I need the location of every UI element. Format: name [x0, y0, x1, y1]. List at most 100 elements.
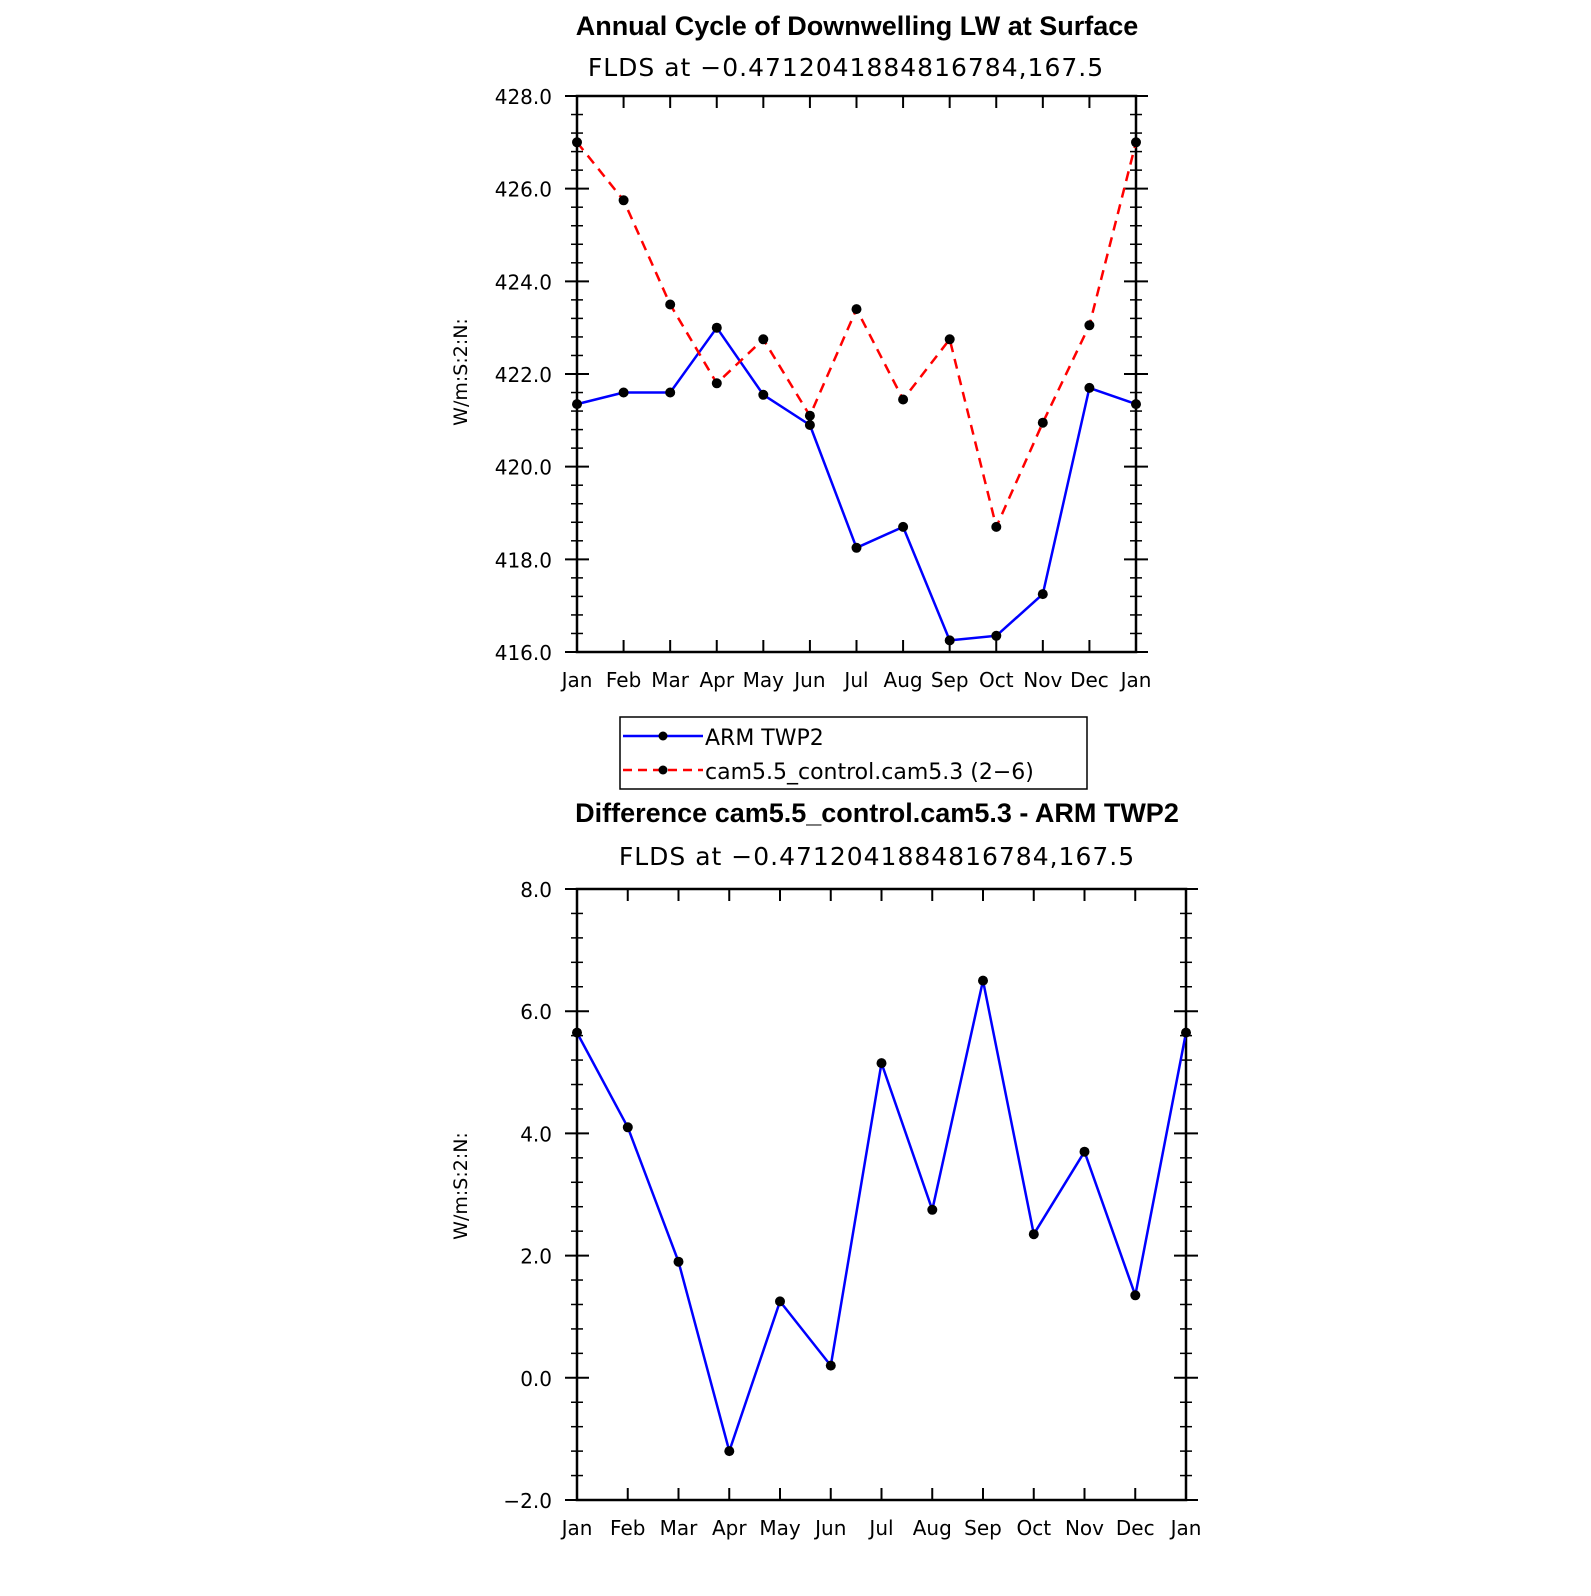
top-series-0-point — [1084, 382, 1095, 393]
bottom-x-tick-label: Jan — [1169, 1516, 1202, 1540]
bottom-series-0-point — [978, 975, 988, 986]
top-series-0-point — [991, 630, 1002, 641]
top-series-1-point — [1037, 417, 1048, 428]
legend-cam-label: cam5.5_control.cam5.3 (2−6) — [705, 760, 1034, 785]
bottom-x-tick-label: Jun — [813, 1516, 846, 1540]
bottom-series-0-point — [673, 1256, 684, 1267]
legend-arm-label: ARM TWP2 — [705, 726, 824, 751]
top-series-0-point — [804, 420, 815, 430]
top-series-0-line — [576, 326, 1137, 642]
top-series-1-point — [572, 137, 582, 148]
top-x-tick-label: Aug — [884, 668, 923, 692]
bottom-series-0-point — [927, 1204, 938, 1215]
top-series-1-point — [804, 410, 815, 421]
top-x-tick-label: Apr — [699, 668, 734, 692]
top-y-tick-label: 422.0 — [495, 363, 552, 387]
top-series-0-point — [711, 322, 722, 333]
top-chart-title: Annual Cycle of Downwelling LW at Surfac… — [576, 11, 1139, 41]
top-plot-frame — [575, 94, 1138, 654]
top-series-1-line — [576, 141, 1138, 529]
top-x-tick-label: May — [743, 668, 785, 692]
top-series-1-point — [665, 299, 676, 310]
legend-arm-marker-icon — [658, 731, 668, 741]
top-y-tick-label: 416.0 — [495, 641, 552, 665]
top-series-1-point — [991, 521, 1002, 532]
bottom-series-0-point — [1028, 1229, 1039, 1240]
bottom-y-tick-label: 0.0 — [520, 1367, 552, 1391]
top-y-tick-label: 418.0 — [495, 548, 552, 572]
top-x-tick-label: Mar — [651, 668, 690, 692]
top-y-axis-label: W/m:S:2:N: — [450, 318, 472, 426]
bottom-x-tick-label: Oct — [1016, 1516, 1051, 1540]
top-x-tick-label: Sep — [931, 668, 969, 692]
top-series-0-point — [898, 521, 909, 532]
top-series-0-point — [1037, 589, 1048, 600]
top-x-tick-label: Oct — [979, 668, 1014, 692]
bottom-y-tick-label: −2.0 — [503, 1489, 552, 1513]
bottom-series-0-point — [572, 1027, 582, 1038]
top-series-1-point — [758, 334, 769, 345]
bottom-series-0-point — [1130, 1290, 1141, 1301]
bottom-axes: Jan Feb Mar Apr May Jun Jul Aug Sep Oct Nov Dec Jan−… — [503, 878, 1201, 1540]
bottom-chart-subtitle: FLDS at −0.4712041884816784,167.5 — [619, 842, 1135, 871]
bottom-series-0-point — [775, 1296, 785, 1307]
bottom-y-tick-label: 2.0 — [520, 1245, 552, 1269]
top-x-tick-label: Jul — [842, 668, 868, 692]
top-y-tick-label: 428.0 — [495, 85, 552, 109]
bottom-series-0-point — [825, 1360, 836, 1371]
legend-item-cam: cam5.5_control.cam5.3 (2−6) — [623, 760, 1034, 785]
top-series-0-point — [944, 635, 955, 646]
top-series-1-point — [944, 334, 955, 345]
bottom-x-tick-label: Aug — [913, 1516, 952, 1540]
top-series-1-point — [1131, 137, 1141, 148]
top-series-0-point — [618, 387, 629, 398]
bottom-plot-frame — [575, 887, 1188, 1502]
bottom-x-tick-label: Mar — [660, 1516, 699, 1540]
top-series-0-point — [1131, 399, 1141, 410]
bottom-series-0-point — [622, 1122, 633, 1133]
bottom-y-axis-label: W/m:S:2:N: — [450, 1132, 472, 1240]
legend: ARM TWP2 cam5.5_control.cam5.3 (2−6) — [619, 716, 1088, 790]
top-series-1-point — [898, 394, 909, 405]
top-series-1-point — [618, 195, 629, 206]
legend-item-arm: ARM TWP2 — [623, 726, 824, 751]
legend-box — [619, 716, 1088, 790]
bottom-panel: Difference cam5.5_control.cam5.3 - ARM T… — [450, 798, 1201, 1540]
top-series-1-point — [711, 378, 722, 389]
top-marks — [572, 137, 1141, 646]
bottom-y-tick-label: 8.0 — [520, 878, 552, 902]
top-x-tick-label: Jun — [792, 668, 825, 692]
bottom-series-0-line — [575, 979, 1188, 1453]
top-series-0-point — [851, 542, 862, 553]
top-y-tick-label: 426.0 — [495, 178, 552, 202]
bottom-x-tick-label: Jan — [560, 1516, 593, 1540]
top-series-1-point — [851, 304, 862, 315]
bottom-marks — [572, 975, 1191, 1457]
bottom-series-0-point — [1181, 1027, 1191, 1038]
top-series-0-point — [758, 389, 769, 400]
bottom-x-tick-label: Nov — [1065, 1516, 1104, 1540]
top-y-tick-label: 424.0 — [495, 270, 552, 294]
top-x-tick-label: Nov — [1023, 668, 1062, 692]
bottom-series-0-point — [1079, 1146, 1090, 1157]
bottom-x-tick-label: Feb — [610, 1516, 645, 1540]
top-series-0-point — [665, 387, 676, 398]
top-x-tick-label: Jan — [560, 668, 593, 692]
top-series-1-point — [1084, 320, 1095, 331]
bottom-y-tick-label: 4.0 — [520, 1122, 552, 1146]
bottom-y-tick-label: 6.0 — [520, 1000, 552, 1024]
top-x-tick-label: Feb — [606, 668, 641, 692]
bottom-x-tick-label: Apr — [712, 1516, 747, 1540]
bottom-series-0-point — [724, 1446, 735, 1457]
top-x-tick-label: Dec — [1070, 668, 1109, 692]
bottom-x-tick-label: May — [759, 1516, 801, 1540]
top-series-0-point — [572, 399, 582, 410]
top-axes: Jan Feb Mar Apr May Jun Jul Aug Sep Oct Nov Dec Jan 4… — [495, 85, 1152, 692]
bottom-x-tick-label: Dec — [1116, 1516, 1155, 1540]
bottom-series-0-point — [876, 1058, 887, 1069]
bottom-x-tick-label: Jul — [867, 1516, 893, 1540]
top-y-tick-label: 420.0 — [495, 456, 552, 480]
top-panel: Annual Cycle of Downwelling LW at Surfac… — [450, 11, 1151, 692]
